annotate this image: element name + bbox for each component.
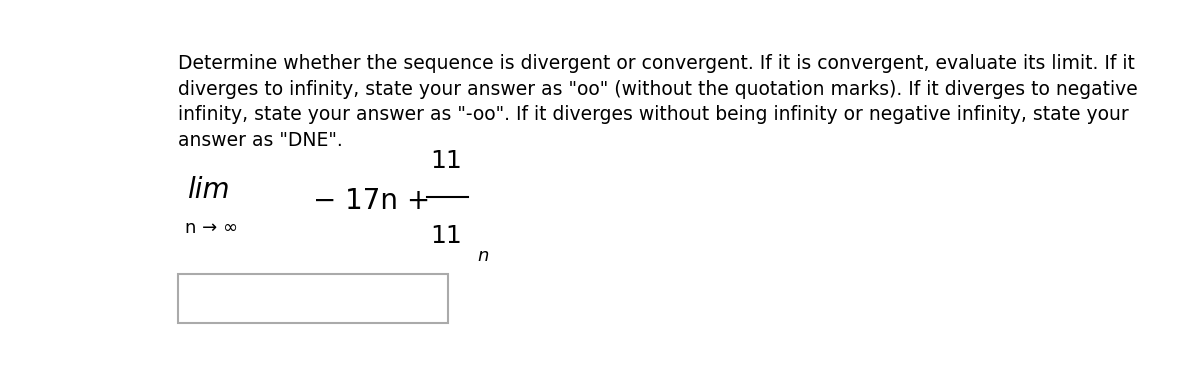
FancyBboxPatch shape <box>178 274 448 323</box>
Text: 11: 11 <box>430 224 462 248</box>
Text: Determine whether the sequence is divergent or convergent. If it is convergent, : Determine whether the sequence is diverg… <box>178 54 1138 150</box>
Text: 11: 11 <box>430 149 462 173</box>
Text: lim: lim <box>187 176 229 204</box>
Text: n: n <box>478 247 488 265</box>
Text: n → ∞: n → ∞ <box>185 218 239 237</box>
Text: − 17n +: − 17n + <box>313 188 439 215</box>
